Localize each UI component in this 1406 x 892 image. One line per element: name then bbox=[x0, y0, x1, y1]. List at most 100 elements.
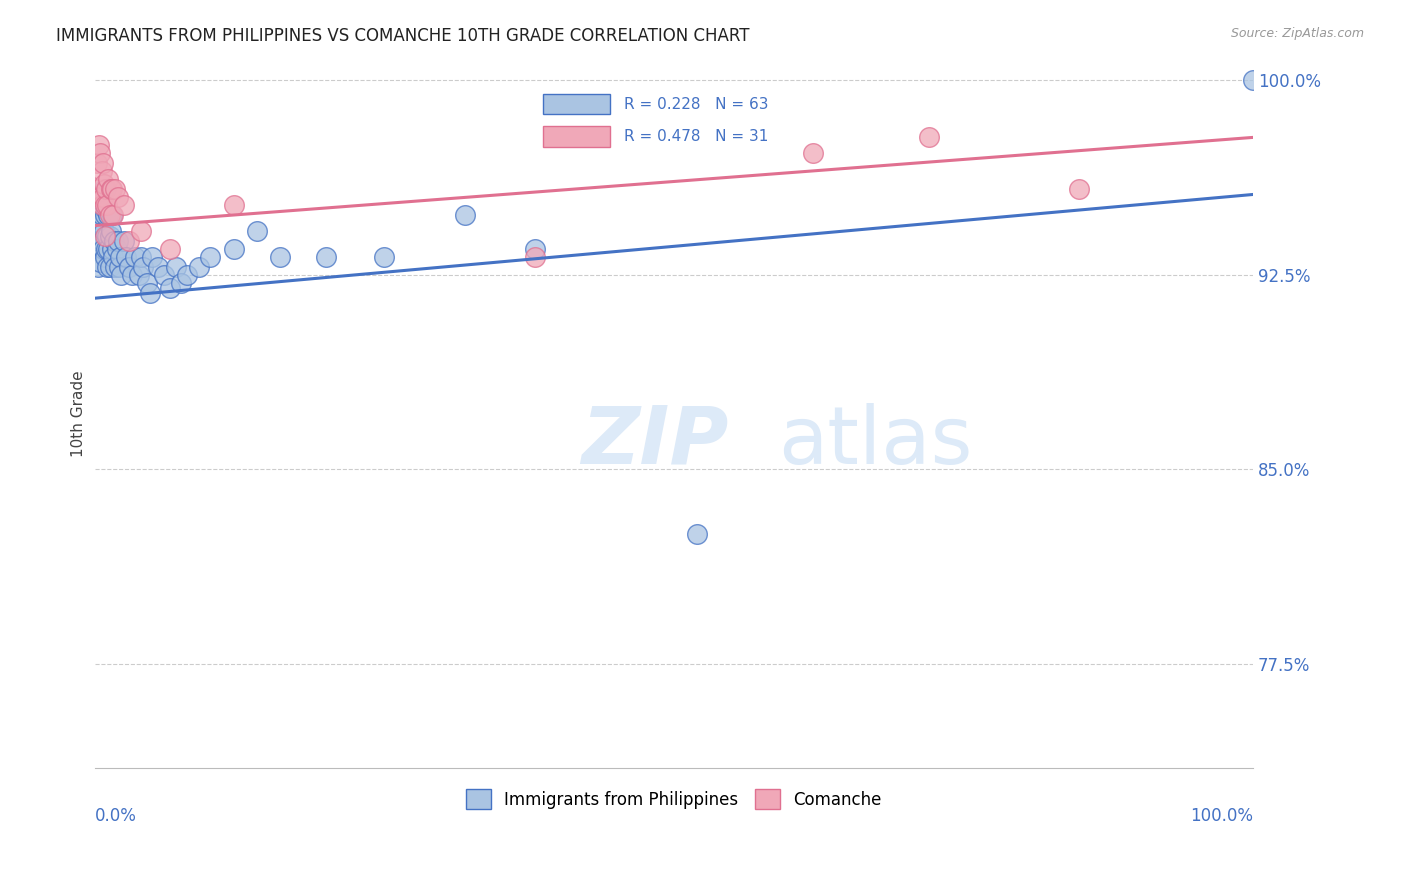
Point bbox=[96, 260, 118, 274]
Point bbox=[107, 234, 129, 248]
Point bbox=[1241, 73, 1264, 87]
Point bbox=[108, 250, 131, 264]
Point bbox=[153, 268, 176, 282]
Point bbox=[118, 234, 141, 248]
Point bbox=[115, 250, 138, 264]
Point bbox=[801, 145, 824, 160]
Point bbox=[170, 276, 193, 290]
Point bbox=[148, 260, 170, 274]
Point bbox=[86, 208, 108, 222]
Point bbox=[97, 208, 120, 222]
Point bbox=[159, 281, 181, 295]
Point bbox=[100, 182, 122, 196]
Point bbox=[94, 208, 117, 222]
Point bbox=[104, 260, 127, 274]
Text: atlas: atlas bbox=[778, 403, 973, 481]
Point bbox=[100, 224, 122, 238]
Point bbox=[86, 242, 108, 256]
Point bbox=[97, 242, 120, 256]
Point bbox=[90, 234, 112, 248]
Point bbox=[176, 268, 198, 282]
Point bbox=[87, 182, 110, 196]
Point bbox=[87, 260, 110, 274]
Point bbox=[98, 208, 121, 222]
Point bbox=[112, 234, 135, 248]
Point bbox=[686, 527, 709, 541]
Point bbox=[98, 260, 121, 274]
Point bbox=[222, 242, 245, 256]
Point bbox=[128, 268, 150, 282]
Point bbox=[129, 224, 152, 238]
Point bbox=[94, 229, 117, 244]
Point bbox=[91, 156, 114, 170]
Point bbox=[101, 250, 124, 264]
Point bbox=[97, 172, 120, 186]
Point bbox=[89, 255, 111, 269]
Point bbox=[90, 164, 112, 178]
Point bbox=[141, 250, 163, 264]
Point bbox=[373, 250, 395, 264]
Point bbox=[101, 208, 124, 222]
Point bbox=[129, 250, 152, 264]
Point bbox=[96, 202, 118, 217]
Point bbox=[96, 229, 118, 244]
Point bbox=[91, 190, 114, 204]
Legend: Immigrants from Philippines, Comanche: Immigrants from Philippines, Comanche bbox=[460, 782, 889, 816]
Point bbox=[523, 250, 546, 264]
Point bbox=[89, 234, 111, 248]
Point bbox=[89, 190, 111, 204]
Point bbox=[108, 260, 131, 274]
Point bbox=[105, 242, 128, 256]
Point bbox=[96, 242, 118, 256]
Point bbox=[165, 260, 187, 274]
Point bbox=[89, 198, 111, 212]
Point bbox=[523, 242, 546, 256]
Point bbox=[187, 260, 209, 274]
Point bbox=[89, 138, 111, 153]
Point bbox=[118, 260, 141, 274]
Point bbox=[1067, 182, 1090, 196]
Point bbox=[93, 224, 115, 238]
Point bbox=[121, 268, 143, 282]
Point bbox=[90, 208, 112, 222]
Point bbox=[917, 130, 939, 145]
Point bbox=[89, 190, 111, 204]
Point bbox=[93, 182, 115, 196]
Point bbox=[103, 234, 125, 248]
Text: Source: ZipAtlas.com: Source: ZipAtlas.com bbox=[1230, 27, 1364, 40]
Point bbox=[315, 250, 337, 264]
Point bbox=[101, 242, 124, 256]
Text: 100.0%: 100.0% bbox=[1189, 806, 1253, 824]
Point bbox=[90, 198, 112, 212]
Point bbox=[96, 182, 118, 196]
Point bbox=[454, 208, 477, 222]
Text: IMMIGRANTS FROM PHILIPPINES VS COMANCHE 10TH GRADE CORRELATION CHART: IMMIGRANTS FROM PHILIPPINES VS COMANCHE … bbox=[56, 27, 749, 45]
Text: 0.0%: 0.0% bbox=[94, 806, 136, 824]
Point bbox=[246, 224, 269, 238]
Point bbox=[96, 198, 118, 212]
Point bbox=[269, 250, 291, 264]
Point bbox=[222, 198, 245, 212]
Point bbox=[104, 182, 127, 196]
Point bbox=[139, 286, 162, 301]
Point bbox=[110, 268, 132, 282]
Point bbox=[86, 156, 108, 170]
Point bbox=[200, 250, 222, 264]
Point bbox=[112, 198, 135, 212]
Point bbox=[94, 198, 117, 212]
Point bbox=[107, 190, 129, 204]
Point bbox=[89, 190, 111, 204]
Point bbox=[101, 182, 124, 196]
Y-axis label: 10th Grade: 10th Grade bbox=[72, 370, 86, 457]
Point bbox=[89, 145, 111, 160]
Point bbox=[135, 276, 157, 290]
Point bbox=[98, 229, 121, 244]
Point bbox=[91, 242, 114, 256]
Point bbox=[101, 208, 124, 222]
Point bbox=[89, 216, 111, 230]
Point bbox=[93, 177, 115, 191]
Point bbox=[87, 224, 110, 238]
Text: ZIP: ZIP bbox=[581, 403, 728, 481]
Point bbox=[132, 260, 155, 274]
Point bbox=[159, 242, 181, 256]
